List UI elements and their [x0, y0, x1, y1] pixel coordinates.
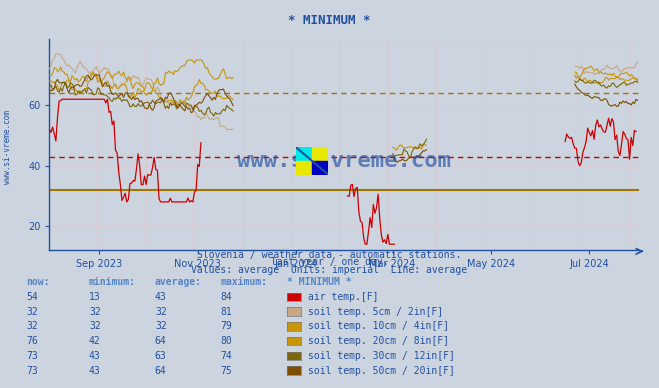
Text: 84: 84	[221, 292, 233, 302]
Text: last year / one day.: last year / one day.	[271, 257, 388, 267]
Text: 32: 32	[26, 321, 38, 331]
Text: www.si-vreme.com: www.si-vreme.com	[3, 111, 13, 184]
Bar	[312, 147, 328, 161]
Text: 32: 32	[89, 321, 101, 331]
Text: 54: 54	[26, 292, 38, 302]
Text: 74: 74	[221, 351, 233, 361]
Text: soil temp. 5cm / 2in[F]: soil temp. 5cm / 2in[F]	[308, 307, 443, 317]
Text: Values: average  Units: imperial  Line: average: Values: average Units: imperial Line: av…	[191, 265, 468, 275]
Text: 43: 43	[89, 365, 101, 376]
Text: air temp.[F]: air temp.[F]	[308, 292, 378, 302]
Text: 79: 79	[221, 321, 233, 331]
Text: soil temp. 50cm / 20in[F]: soil temp. 50cm / 20in[F]	[308, 365, 455, 376]
Text: www.si-vreme.com: www.si-vreme.com	[237, 151, 451, 171]
Text: 32: 32	[155, 321, 167, 331]
Text: average:: average:	[155, 277, 202, 287]
Text: 73: 73	[26, 351, 38, 361]
Text: * MINIMUM *: * MINIMUM *	[288, 14, 371, 27]
Text: 75: 75	[221, 365, 233, 376]
Text: 64: 64	[155, 336, 167, 346]
Text: * MINIMUM *: * MINIMUM *	[287, 277, 351, 287]
Text: 32: 32	[26, 307, 38, 317]
Bar	[296, 147, 312, 161]
Text: 73: 73	[26, 365, 38, 376]
Text: now:: now:	[26, 277, 50, 287]
Text: 63: 63	[155, 351, 167, 361]
Text: maximum:: maximum:	[221, 277, 268, 287]
Text: 43: 43	[89, 351, 101, 361]
Text: 32: 32	[89, 307, 101, 317]
Text: soil temp. 10cm / 4in[F]: soil temp. 10cm / 4in[F]	[308, 321, 449, 331]
Text: 76: 76	[26, 336, 38, 346]
Bar	[296, 161, 312, 175]
Text: 42: 42	[89, 336, 101, 346]
Text: minimum:: minimum:	[89, 277, 136, 287]
Text: 64: 64	[155, 365, 167, 376]
Text: 81: 81	[221, 307, 233, 317]
Text: soil temp. 20cm / 8in[F]: soil temp. 20cm / 8in[F]	[308, 336, 449, 346]
Bar	[312, 161, 328, 175]
Text: Slovenia / weather data - automatic stations.: Slovenia / weather data - automatic stat…	[197, 250, 462, 260]
Text: 80: 80	[221, 336, 233, 346]
Text: 13: 13	[89, 292, 101, 302]
Text: 32: 32	[155, 307, 167, 317]
Text: soil temp. 30cm / 12in[F]: soil temp. 30cm / 12in[F]	[308, 351, 455, 361]
Text: 43: 43	[155, 292, 167, 302]
